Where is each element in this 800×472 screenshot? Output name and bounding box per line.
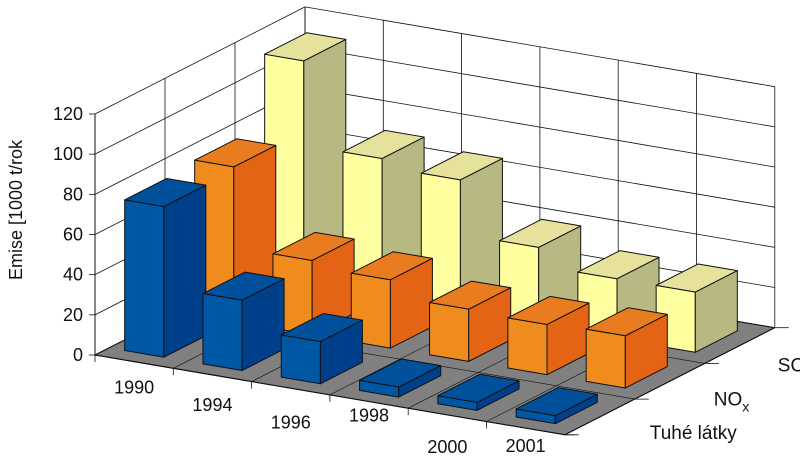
y-tick-label: 40 [63,265,83,285]
bar-top-face [420,151,503,181]
bar-top-face [437,373,520,403]
bar-side-face [163,184,207,358]
y-tick-label: 60 [63,225,83,245]
bar-top-face [577,250,660,280]
bar-front-face [202,293,243,371]
x-tick-label: 1996 [271,412,311,432]
series-label: NOx [714,389,750,414]
x-tick-label: 2000 [427,437,467,457]
bar-front-face [429,302,470,362]
bar-top-face [515,387,598,417]
bar-top-face [499,218,582,248]
y-tick-label: 20 [63,305,83,325]
bar-front-face [507,317,548,376]
bar-top-face [507,295,590,325]
x-tick-label: 1990 [114,378,154,398]
series-label-main: NO [714,389,743,410]
y-tick-label: 120 [53,104,83,124]
y-tick-label: 80 [63,184,83,204]
bar-top-face [272,231,355,261]
series-label-main: Tuhé látky [650,423,737,444]
y-tick-label: 0 [73,345,83,365]
bar-top-face [350,251,433,281]
bar-top-face [124,177,207,208]
bar-front-face [280,334,321,385]
series-label-main: SO [778,356,800,377]
bar-front-face [124,199,165,358]
left-wall-gridline [94,6,306,115]
bar-top-face [194,138,277,168]
series-label-subscript: x [742,398,749,414]
bar-top-face [359,358,442,388]
bar-top-face [202,271,285,301]
bar-top-face [264,32,347,62]
x-tick-label: 1994 [192,395,232,415]
y-axis-title: Emise [1000 t/rok [6,139,26,280]
bar-top-face [280,313,363,343]
x-tick-label: 1998 [349,406,389,426]
bar-top-face [585,307,668,337]
x-tick-label: 2001 [506,436,546,456]
bar-front-face [585,328,626,389]
bar-top-face [342,129,425,159]
y-tick-label: 100 [53,144,83,164]
depth-axis-line [564,327,776,436]
bar-top-face [429,280,512,310]
series-label: SO2 [778,356,800,381]
series-label: Tuhé látky [650,423,737,444]
bar-top-face [655,263,738,293]
